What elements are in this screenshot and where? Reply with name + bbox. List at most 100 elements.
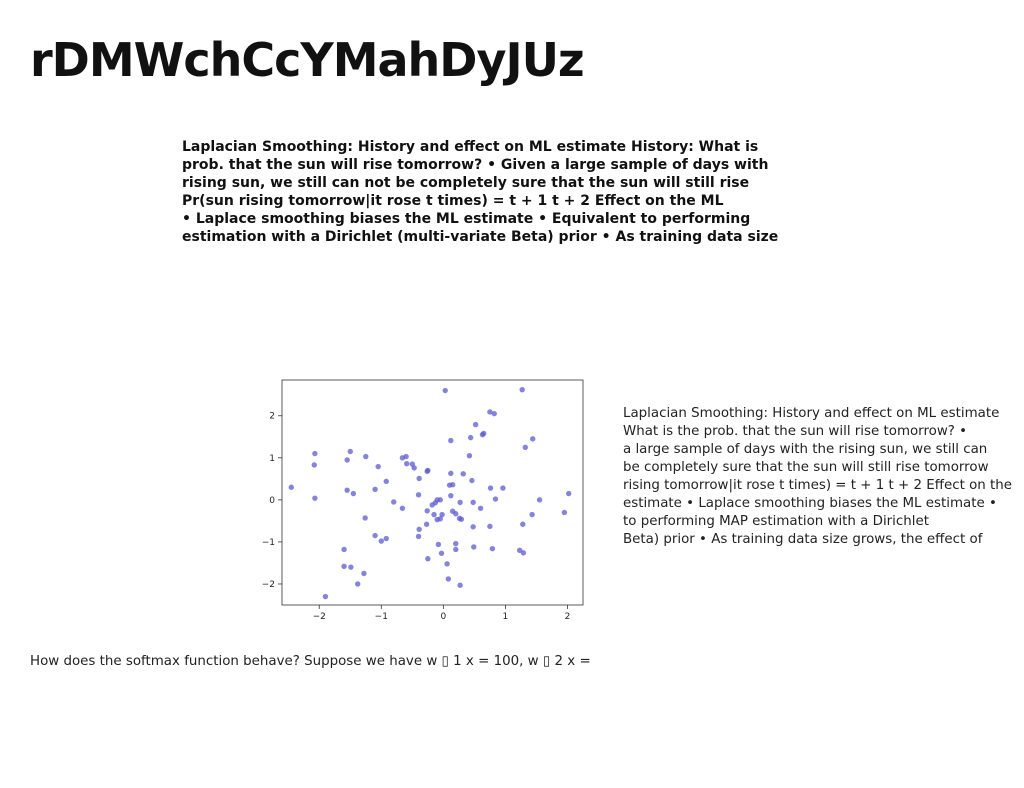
scatter-point [453, 540, 459, 547]
scatter-point [378, 538, 384, 544]
scatter-points [288, 386, 572, 600]
scatter-point [341, 546, 347, 553]
scatter-point [361, 570, 367, 577]
y-tick-label: 2 [269, 412, 275, 422]
x-tick-label: 1 [503, 612, 509, 622]
softmax-question: How does the softmax function behave? Su… [30, 654, 591, 669]
scatter-point [520, 550, 527, 556]
scatter-point [355, 581, 361, 587]
scatter-point [445, 576, 452, 582]
scatter-point [471, 544, 477, 550]
scatter-point [416, 475, 422, 482]
bold-text-line: Pr(sun rising tomorrow|it rose t times) … [182, 193, 724, 209]
scatter-point [442, 387, 448, 394]
y-axis: −2 −1 0 1 2 [262, 412, 282, 590]
scatter-point [458, 516, 465, 522]
scatter-point [530, 436, 536, 442]
y-tick-label: 1 [269, 454, 275, 464]
scatter-point [362, 515, 368, 521]
scatter-point [469, 477, 475, 484]
scatter-point [311, 462, 317, 468]
scatter-point [448, 437, 454, 444]
scatter-point [350, 490, 357, 497]
scatter-point [383, 478, 389, 485]
scatter-point [519, 386, 525, 393]
scatter-point [566, 490, 572, 497]
scatter-point [391, 499, 397, 505]
scatter-point [288, 484, 295, 490]
scatter-point [415, 492, 422, 498]
scatter-point [489, 545, 496, 552]
bold-text-block: Laplacian Smoothing: History and effect … [182, 138, 812, 246]
y-tick-label: −1 [262, 538, 275, 548]
x-tick-label: −1 [375, 612, 388, 622]
scatter-point [344, 487, 350, 493]
scatter-point [453, 546, 459, 553]
side-text-line: rising tomorrow|it rose t times) = t + 1… [623, 478, 1013, 493]
scatter-point [457, 499, 463, 506]
side-text-line: What is the prob. that the sun will rise… [623, 424, 968, 439]
scatter-point [348, 564, 354, 570]
x-axis: −2 −1 0 1 2 [313, 605, 570, 622]
bold-text-line: Laplacian Smoothing: History and effect … [182, 139, 759, 155]
scatter-point [522, 444, 528, 450]
scatter-point [536, 497, 543, 503]
scatter-point [425, 556, 431, 562]
y-tick-label: −2 [262, 580, 275, 590]
scatter-point [470, 499, 476, 506]
scatter-point [444, 561, 450, 567]
scatter-point [561, 509, 568, 516]
y-tick-label: 0 [269, 496, 275, 506]
scatter-point [520, 521, 526, 527]
scatter-point [453, 511, 459, 517]
scatter-point [470, 524, 476, 530]
scatter-point [467, 434, 474, 441]
scatter-point [372, 486, 378, 493]
scatter-point [372, 532, 378, 539]
scatter-point [404, 460, 410, 467]
scatter-point [500, 485, 506, 491]
scatter-point [403, 453, 409, 460]
side-text-line: to performing MAP estimation with a Diri… [623, 514, 929, 529]
scatter-point [434, 516, 440, 523]
scatter-point [492, 496, 499, 502]
scatter-point [341, 563, 347, 570]
scatter-point [399, 505, 406, 511]
scatter-point [411, 465, 417, 471]
scatter-point [363, 453, 369, 460]
scatter-point [466, 453, 473, 459]
scatter-point [434, 497, 440, 503]
side-text-line: a large sample of days with the rising s… [623, 442, 988, 457]
scatter-point [312, 450, 318, 457]
scatter-point [375, 463, 381, 470]
scatter-point [344, 457, 350, 463]
plot-frame [281, 379, 584, 606]
scatter-point [479, 431, 486, 438]
scatter-point [457, 582, 463, 588]
scatter-point [487, 409, 493, 415]
side-text-line: estimate • Laplace smoothing biases the … [623, 496, 997, 511]
page-title: rDMWchCcYMahDyJUz [30, 33, 585, 87]
scatter-point [425, 467, 431, 474]
scatter-point [423, 521, 430, 527]
scatter-point [487, 523, 493, 530]
x-tick-label: −2 [313, 612, 326, 622]
side-text-line: Laplacian Smoothing: History and effect … [623, 406, 1000, 421]
x-tick-label: 0 [440, 612, 446, 622]
scatter-point [424, 508, 430, 514]
scatter-point [449, 482, 456, 488]
scatter-point [429, 502, 435, 508]
side-text-line: be completely sure that the sun will sti… [623, 460, 989, 475]
bold-text-line: estimation with a Dirichlet (multi-varia… [182, 229, 779, 245]
scatter-point [529, 511, 535, 518]
scatter-point [312, 495, 318, 501]
scatter-point [491, 410, 497, 417]
scatter-point [460, 471, 466, 477]
scatter-point [383, 535, 389, 542]
bold-text-line: • Laplace smoothing biases the ML estima… [182, 211, 751, 227]
bold-text-line: prob. that the sun will rise tomorrow? •… [182, 157, 769, 173]
scatter-point [415, 533, 422, 540]
scatter-point [322, 593, 329, 600]
scatter-point [448, 492, 454, 499]
scatter-point [448, 470, 454, 477]
